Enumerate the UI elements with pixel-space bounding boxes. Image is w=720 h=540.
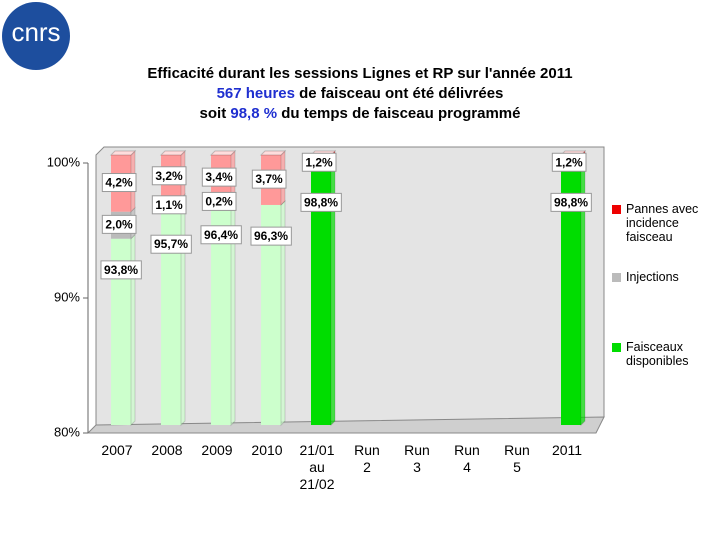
legend-swatch xyxy=(612,343,621,352)
x-tick-label: 2010 xyxy=(251,442,282,458)
bar-segment xyxy=(311,171,331,425)
data-label-box xyxy=(200,225,242,245)
data-label-box xyxy=(251,169,287,189)
data-label-box xyxy=(151,195,187,215)
data-label-group: 1,2% xyxy=(551,152,587,172)
data-label: 1,2% xyxy=(305,155,333,169)
bar-segment xyxy=(211,203,231,425)
bar-top xyxy=(109,150,137,156)
data-label-box xyxy=(551,152,587,172)
data-label: 1,1% xyxy=(155,198,183,212)
data-label: 96,4% xyxy=(204,228,238,242)
data-label: 3,4% xyxy=(205,170,233,184)
data-label-group: 95,7% xyxy=(150,234,192,254)
x-tick-label: 21/01 au 21/02 xyxy=(299,442,334,492)
data-label: 4,2% xyxy=(105,176,133,190)
data-label: 93,8% xyxy=(104,263,138,277)
legend-label: Faisceaux disponibles xyxy=(626,340,689,368)
subtitle-part: 567 heures xyxy=(217,85,295,102)
data-label-box xyxy=(151,166,187,186)
x-tick-label: 2011 xyxy=(552,442,582,458)
data-label-group: 1,2% xyxy=(301,152,337,172)
data-label: 98,8% xyxy=(554,195,588,209)
bar-top xyxy=(159,150,187,156)
legend-swatch xyxy=(612,273,621,282)
subtitle-part: de faisceau ont été délivrées xyxy=(295,85,503,102)
data-label-box xyxy=(301,152,337,172)
chart-title: Efficacité durant les sessions Lignes et… xyxy=(147,65,572,82)
data-label: 2,0% xyxy=(105,217,133,231)
data-label-box xyxy=(101,214,137,234)
data-label-box xyxy=(100,260,142,280)
data-label-box xyxy=(250,226,292,246)
data-label-group: 0,2% xyxy=(201,191,237,211)
plot-floor xyxy=(86,416,605,434)
subtitle-part: 98,8 % xyxy=(230,105,277,122)
data-label-group: 2,0% xyxy=(101,214,137,234)
x-tick-label: Run 2 xyxy=(354,442,380,475)
y-tick-label: 100% xyxy=(47,154,81,169)
data-label-group: 3,4% xyxy=(201,167,237,187)
logo-circle xyxy=(2,2,70,70)
bar-segment xyxy=(561,171,581,425)
bar-top xyxy=(209,150,237,156)
data-label-box xyxy=(101,173,137,193)
data-label-box xyxy=(201,167,237,187)
data-label-group: 93,8% xyxy=(100,260,142,280)
chart-subtitle: 567 heures de faisceau ont été délivrées xyxy=(217,85,504,102)
data-label: 3,7% xyxy=(255,172,283,186)
chart-subtitle: soit 98,8 % du temps de faisceau program… xyxy=(200,105,521,122)
data-label-box xyxy=(150,234,192,254)
data-label-group: 96,4% xyxy=(200,225,242,245)
data-label-group: 98,8% xyxy=(300,192,342,212)
bar-top xyxy=(259,150,287,156)
bar-segment xyxy=(111,238,131,425)
legend-swatch xyxy=(612,205,621,214)
x-tick-label: 2007 xyxy=(101,442,132,458)
data-label: 1,2% xyxy=(555,155,583,169)
data-label: 0,2% xyxy=(205,194,233,208)
data-label: 96,3% xyxy=(254,229,288,243)
logo: cnrs xyxy=(11,17,60,47)
x-tick-label: Run 4 xyxy=(454,442,480,475)
subtitle-part: soit xyxy=(200,105,231,122)
bar-segment xyxy=(161,213,181,425)
data-label: 95,7% xyxy=(154,237,188,251)
legend-label: Pannes avec incidence faisceau xyxy=(626,202,698,244)
data-label-group: 96,3% xyxy=(250,226,292,246)
bar-segment xyxy=(261,204,281,425)
data-label: 3,2% xyxy=(155,169,183,183)
legend-label: Injections xyxy=(626,270,679,284)
data-label-box xyxy=(201,191,237,211)
data-label-group: 98,8% xyxy=(550,192,592,212)
x-tick-label: Run 3 xyxy=(404,442,430,475)
x-tick-label: 2009 xyxy=(201,442,232,458)
y-tick-label: 80% xyxy=(54,424,80,439)
data-label-box xyxy=(300,192,342,212)
subtitle-part: du temps de faisceau programmé xyxy=(277,105,520,122)
y-tick-label: 90% xyxy=(54,289,80,304)
data-label-group: 4,2% xyxy=(101,173,137,193)
data-label-group: 3,2% xyxy=(151,166,187,186)
x-tick-label: 2008 xyxy=(151,442,182,458)
data-label: 98,8% xyxy=(304,195,338,209)
x-tick-label: Run 5 xyxy=(504,442,530,475)
data-label-box xyxy=(550,192,592,212)
data-label-group: 3,7% xyxy=(251,169,287,189)
data-label-group: 1,1% xyxy=(151,195,187,215)
